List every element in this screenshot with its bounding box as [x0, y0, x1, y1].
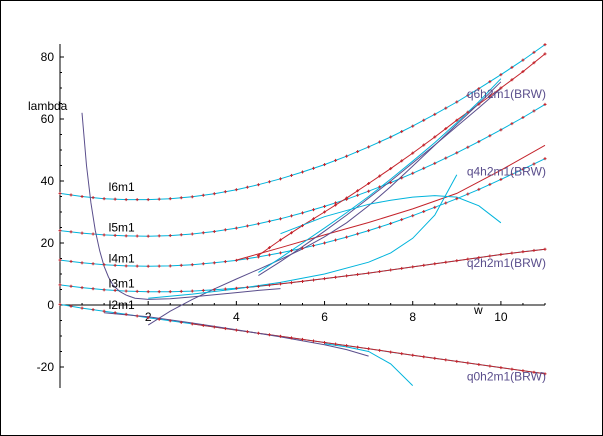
- curve-label: l2m1: [109, 298, 135, 312]
- y-tick-label: 40: [41, 174, 55, 188]
- axes: -20020406080246810lambdaw: [28, 44, 546, 388]
- curve-label: l4m1: [109, 252, 135, 266]
- series-curve-15: [324, 343, 414, 386]
- y-tick-label: 60: [41, 112, 55, 126]
- y-tick-label: 20: [41, 236, 55, 250]
- markers: [58, 43, 547, 376]
- labels: l6m1 l5m1 l4m1 l3m1 l2m1 q6h2m1(BRW) q4h2m1(BR…: [109, 87, 546, 383]
- series-label: q6h2m1(BRW): [467, 87, 546, 101]
- curve-label: l3m1: [109, 276, 135, 290]
- series-curve-10: [147, 81, 502, 326]
- x-axis-label: w: [473, 303, 483, 317]
- curve-label: l5m1: [109, 221, 135, 235]
- curve-label: l6m1: [109, 180, 135, 194]
- x-tick-label: 4: [233, 310, 240, 324]
- curves: [60, 44, 546, 386]
- y-axis-label: lambda: [28, 99, 68, 113]
- series-curve-14: [280, 195, 502, 235]
- series-curve-13: [148, 174, 458, 299]
- y-tick-label: 80: [41, 50, 55, 64]
- y-tick-label: -20: [37, 360, 55, 374]
- series-curve-9: [81, 112, 281, 300]
- x-tick-label: 10: [494, 310, 508, 324]
- series-label: q2h2m1(BRW): [467, 256, 546, 270]
- series-curve-11: [258, 88, 502, 277]
- series-q4h2m1-brw-: [236, 144, 546, 261]
- series-label: q4h2m1(BRW): [467, 165, 546, 179]
- series-label: q0h2m1(BRW): [467, 369, 546, 383]
- x-tick-label: 8: [409, 310, 416, 324]
- x-tick-label: 6: [321, 310, 328, 324]
- y-tick-label: 0: [47, 298, 54, 312]
